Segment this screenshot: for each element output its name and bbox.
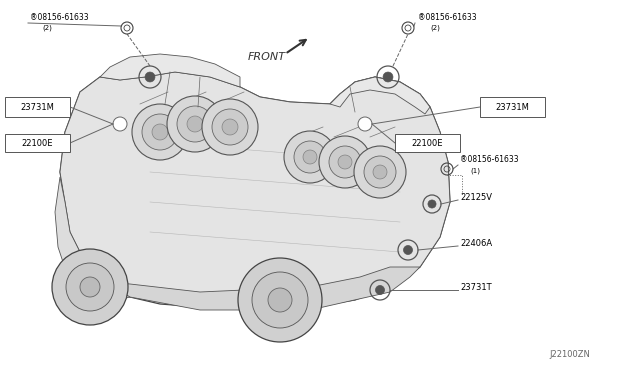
Circle shape <box>142 114 178 150</box>
Text: (2): (2) <box>42 24 52 31</box>
Text: 23731M: 23731M <box>20 103 54 112</box>
Text: ®08156-61633: ®08156-61633 <box>460 155 518 164</box>
Circle shape <box>338 155 352 169</box>
Text: 22125V: 22125V <box>460 193 492 202</box>
Bar <box>5 97 70 117</box>
Bar <box>395 134 460 152</box>
Text: ®08156-61633: ®08156-61633 <box>30 13 88 22</box>
Circle shape <box>252 272 308 328</box>
Text: (2): (2) <box>430 24 440 31</box>
Text: (1): (1) <box>470 167 480 173</box>
Circle shape <box>383 72 393 82</box>
Circle shape <box>268 288 292 312</box>
Circle shape <box>294 141 326 173</box>
Text: 23731T: 23731T <box>460 283 492 292</box>
Polygon shape <box>60 72 450 310</box>
Bar <box>480 97 545 117</box>
Text: 22100E: 22100E <box>22 138 53 148</box>
Circle shape <box>354 146 406 198</box>
Circle shape <box>376 285 385 295</box>
Polygon shape <box>60 72 450 307</box>
Circle shape <box>303 150 317 164</box>
Circle shape <box>222 119 238 135</box>
Circle shape <box>80 277 100 297</box>
Circle shape <box>152 124 168 140</box>
Polygon shape <box>55 177 130 302</box>
Circle shape <box>364 156 396 188</box>
Bar <box>5 134 70 152</box>
Circle shape <box>177 106 213 142</box>
Circle shape <box>319 136 371 188</box>
Text: J22100ZN: J22100ZN <box>549 350 590 359</box>
Circle shape <box>284 131 336 183</box>
Circle shape <box>52 249 128 325</box>
Circle shape <box>403 246 413 254</box>
Text: 22100E: 22100E <box>412 138 444 148</box>
Circle shape <box>145 72 155 82</box>
Circle shape <box>329 146 361 178</box>
Polygon shape <box>100 54 240 87</box>
Polygon shape <box>330 77 430 114</box>
Circle shape <box>187 116 203 132</box>
Circle shape <box>167 96 223 152</box>
Circle shape <box>113 117 127 131</box>
Circle shape <box>373 165 387 179</box>
Text: 22406A: 22406A <box>460 239 492 248</box>
Text: 23731M: 23731M <box>495 103 529 112</box>
Text: FRONT: FRONT <box>248 52 286 62</box>
Circle shape <box>428 200 436 208</box>
Text: ®08156-61633: ®08156-61633 <box>418 13 477 22</box>
Circle shape <box>66 263 114 311</box>
Circle shape <box>132 104 188 160</box>
Circle shape <box>238 258 322 342</box>
Circle shape <box>212 109 248 145</box>
Circle shape <box>358 117 372 131</box>
Polygon shape <box>105 267 420 310</box>
Circle shape <box>202 99 258 155</box>
